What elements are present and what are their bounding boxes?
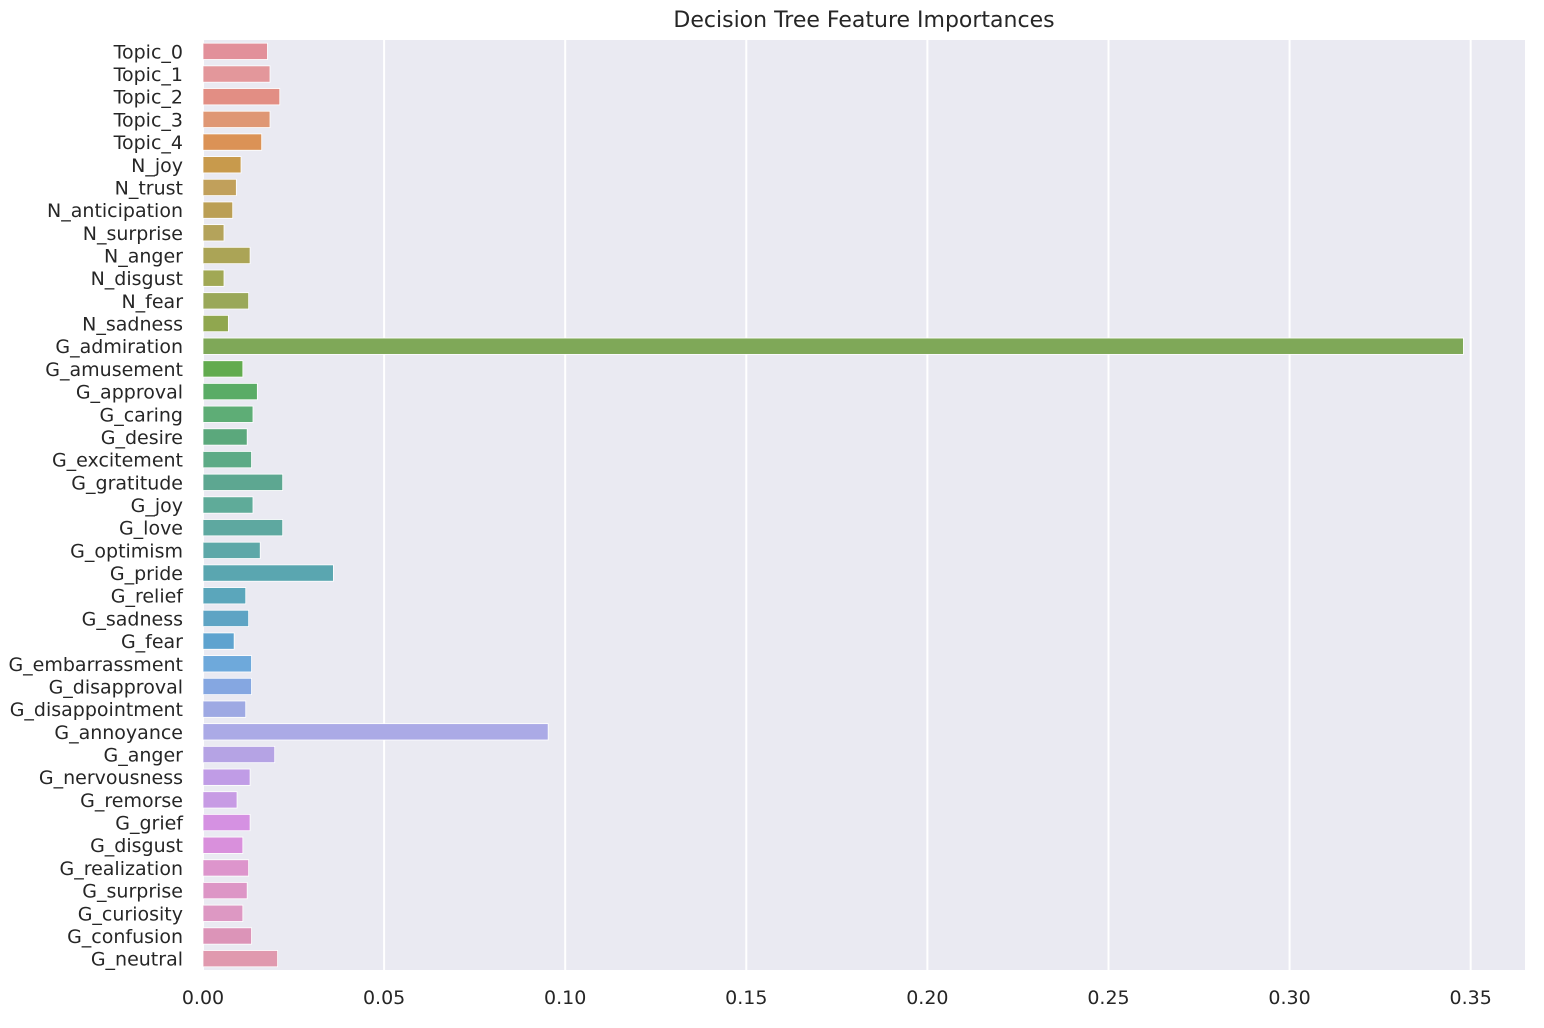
y-tick-label: N_sadness: [82, 314, 183, 336]
bar-g-excitement: [202, 451, 252, 469]
y-tick-label: G_caring: [99, 404, 183, 426]
y-tick-label: N_joy: [131, 155, 183, 177]
y-tick-label: G_joy: [131, 495, 183, 517]
y-tick-label: G_pride: [110, 563, 183, 585]
bar-n-trust: [202, 178, 237, 197]
bar-g-surprise: [202, 882, 248, 900]
y-tick-label: Topic_4: [113, 132, 183, 154]
y-tick-label: Topic_3: [113, 109, 183, 131]
plot-background: [203, 40, 1525, 970]
y-tick-label: G_embarrassment: [8, 654, 183, 676]
y-tick-label: G_grief: [115, 813, 184, 835]
y-tick-label: Topic_2: [113, 87, 183, 109]
y-tick-label: G_realization: [59, 858, 183, 880]
y-tick-label: N_trust: [115, 177, 183, 199]
bar-g-amusement: [202, 360, 244, 378]
y-tick-label: G_nervousness: [39, 767, 183, 789]
y-tick-label: G_desire: [101, 427, 183, 449]
bar-topic-3: [202, 110, 271, 128]
bar-topic-0: [202, 42, 268, 60]
y-tick-label: G_sadness: [82, 608, 183, 630]
x-tick-label: 0.10: [544, 987, 586, 1009]
bar-n-fear: [202, 292, 250, 310]
bar-g-anger: [202, 745, 276, 764]
x-tick-label: 0.05: [363, 987, 405, 1009]
x-tick-label: 0.15: [725, 987, 767, 1009]
y-tick-label: G_disappointment: [10, 699, 183, 721]
y-tick-label: G_fear: [121, 631, 183, 653]
y-tick-label: G_optimism: [70, 540, 183, 562]
bar-g-nervousness: [202, 768, 251, 786]
y-tick-label: G_surprise: [82, 881, 183, 903]
bar-g-relief: [202, 587, 247, 605]
bar-g-gratitude: [202, 473, 284, 491]
bar-g-joy: [202, 496, 254, 514]
bar-n-sadness: [202, 314, 229, 333]
bar-g-neutral: [202, 950, 279, 968]
y-tick-label: G_annoyance: [54, 722, 183, 744]
y-tick-label: G_remorse: [80, 790, 183, 812]
x-tick-label: 0.30: [1268, 987, 1310, 1009]
y-tick-label: G_neutral: [91, 949, 183, 971]
bar-g-approval: [202, 383, 258, 401]
bars: [202, 42, 1464, 968]
bar-g-disgust: [202, 836, 244, 854]
y-tick-label: G_anger: [104, 745, 184, 767]
x-tick-labels: 0.00 0.05 0.10 0.15 0.20 0.25 0.30 0.35: [182, 987, 1492, 1009]
chart-title: Decision Tree Feature Importances: [673, 8, 1054, 33]
y-tick-label: G_approval: [76, 382, 183, 404]
y-tick-label: G_confusion: [67, 926, 183, 948]
y-tick-label: N_anger: [104, 245, 183, 267]
bar-g-grief: [202, 813, 251, 832]
bar-n-joy: [202, 156, 242, 174]
y-tick-label: N_anticipation: [47, 200, 183, 222]
y-tick-label: G_love: [119, 518, 183, 540]
bar-g-annoyance: [202, 723, 549, 741]
bar-n-disgust: [202, 269, 225, 287]
x-tick-label: 0.00: [182, 987, 224, 1009]
y-tick-label: G_excitement: [52, 450, 183, 472]
y-tick-label: N_disgust: [91, 268, 183, 290]
bar-g-disapproval: [202, 677, 252, 696]
y-tick-label: G_amusement: [45, 359, 183, 381]
y-tick-label: Topic_0: [113, 41, 183, 63]
grid-lines: [202, 40, 1472, 970]
bar-topic-2: [202, 88, 281, 106]
bar-n-anticipation: [202, 201, 234, 219]
bar-topic-1: [202, 65, 271, 83]
bar-g-curiosity: [202, 904, 244, 922]
bar-n-surprise: [202, 224, 225, 242]
y-tick-label: G_relief: [111, 586, 185, 608]
bar-g-love: [202, 519, 284, 537]
bar-g-realization: [202, 859, 250, 877]
y-tick-label: G_gratitude: [71, 472, 183, 494]
y-tick-label: Topic_1: [113, 64, 183, 86]
bar-g-pride: [202, 564, 334, 582]
y-tick-label: G_disgust: [90, 835, 183, 857]
y-tick-label: G_disapproval: [49, 676, 183, 698]
bar-g-disappointment: [202, 700, 247, 718]
y-tick-label: G_curiosity: [78, 903, 183, 925]
bar-topic-4: [202, 133, 263, 151]
bar-g-fear: [202, 632, 235, 650]
bar-g-admiration: [202, 337, 1464, 355]
bar-g-confusion: [202, 927, 252, 945]
y-tick-labels: Topic_0Topic_1Topic_2Topic_3Topic_4N_joy…: [8, 41, 184, 970]
x-tick-label: 0.20: [906, 987, 948, 1009]
bar-g-caring: [202, 405, 254, 423]
x-tick-label: 0.35: [1450, 987, 1492, 1009]
bar-g-optimism: [202, 541, 261, 559]
bar-n-anger: [202, 246, 251, 265]
bar-g-remorse: [202, 791, 238, 809]
bar-g-desire: [202, 428, 248, 446]
x-tick-label: 0.25: [1087, 987, 1129, 1009]
bar-g-sadness: [202, 609, 250, 627]
y-tick-label: N_fear: [121, 291, 183, 313]
y-tick-label: N_surprise: [83, 223, 183, 245]
bar-g-embarrassment: [202, 655, 252, 673]
y-tick-label: G_admiration: [55, 336, 183, 358]
